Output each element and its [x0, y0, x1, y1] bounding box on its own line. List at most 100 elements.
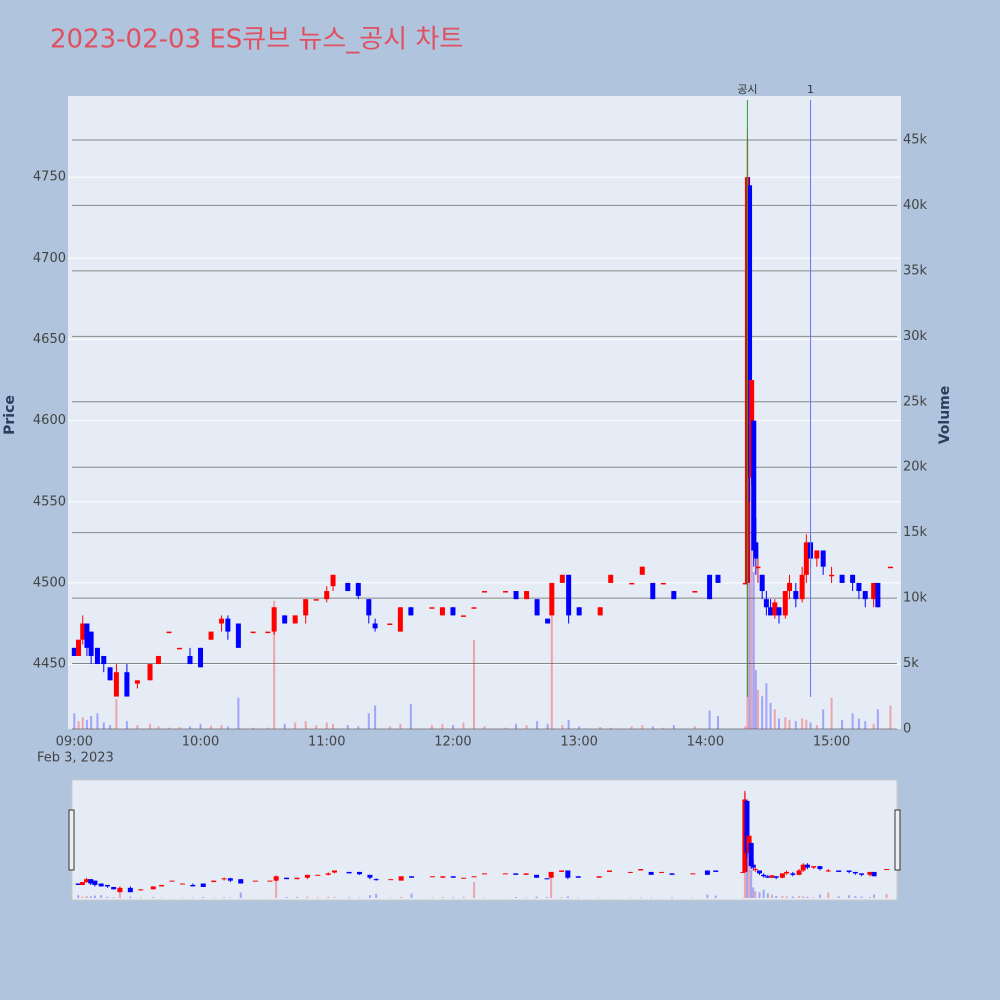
- slider-candle-body: [75, 883, 81, 885]
- candle-body: [772, 602, 778, 616]
- range-handle[interactable]: [68, 809, 75, 871]
- candle-body: [650, 582, 656, 600]
- candle-body: [166, 631, 172, 634]
- y-tick-label: 4700: [33, 251, 66, 266]
- candle-body: [176, 647, 182, 650]
- slider-volume-bar: [860, 896, 863, 898]
- volume-bar: [750, 467, 753, 729]
- candle-body: [397, 607, 403, 632]
- slider-candle-body: [748, 842, 754, 867]
- slider-candle-body: [871, 871, 877, 877]
- slider-candle-body: [534, 874, 540, 878]
- candle-body: [820, 550, 826, 567]
- slider-candle-body: [346, 871, 352, 874]
- slider-candle-body: [757, 870, 762, 874]
- slider-candle-body: [669, 873, 675, 875]
- volume-bar: [504, 727, 507, 729]
- slider-volume-bar: [748, 851, 751, 898]
- slider-candle-body: [769, 875, 775, 878]
- candle-body: [429, 607, 435, 609]
- y2-tick-label: 0: [903, 722, 911, 737]
- candle-body: [355, 582, 361, 596]
- slider-candle-body: [221, 878, 227, 880]
- x-tick-label: 09:00: [56, 735, 93, 750]
- slider-candle-body: [596, 876, 602, 878]
- candle-body: [871, 582, 877, 600]
- slider-candle-body: [398, 876, 404, 881]
- candle-body: [503, 591, 509, 593]
- slider-volume-bar: [316, 897, 319, 898]
- slider-volume-bar: [550, 873, 553, 898]
- y-tick-label: 4650: [33, 332, 66, 347]
- candle-body: [324, 591, 330, 600]
- candle-body: [534, 599, 540, 616]
- candle-body: [782, 591, 788, 616]
- slider-candle-body: [607, 870, 612, 872]
- slider-volume-bar: [85, 895, 88, 898]
- volume-bar: [374, 705, 377, 729]
- slider-volume-bar: [106, 896, 109, 898]
- slider-candle-body: [690, 873, 696, 875]
- slider-volume-bar: [285, 897, 288, 898]
- slider-volume-bar: [766, 893, 769, 898]
- range-handle[interactable]: [894, 809, 901, 871]
- candle-body: [101, 655, 107, 665]
- candle-body: [84, 623, 90, 648]
- slider-candle-body: [565, 870, 571, 878]
- slider-candle-body: [482, 873, 487, 875]
- slider-candle-body: [367, 874, 373, 878]
- volume-bar: [85, 719, 88, 729]
- candle-body: [124, 672, 130, 697]
- slider-candle-body: [409, 876, 415, 878]
- candle-body: [747, 185, 753, 478]
- candle-body: [814, 550, 820, 559]
- slider-candle-body: [846, 870, 852, 872]
- slider-candle-body: [111, 886, 117, 890]
- slider-volume-bar: [306, 896, 309, 898]
- slider-candle-body: [325, 873, 331, 875]
- volume-bar: [805, 719, 808, 729]
- slider-candle-body: [559, 870, 565, 872]
- candle-body: [829, 574, 835, 577]
- volume-bar: [578, 726, 581, 729]
- candle-body: [208, 631, 214, 640]
- y-tick-label: 4750: [33, 170, 66, 185]
- volume-bar: [561, 725, 564, 729]
- slider-candle-body: [79, 882, 85, 885]
- y2-tick-label: 10k: [903, 591, 928, 606]
- slider-volume-bar: [566, 896, 569, 898]
- candle-body: [549, 582, 555, 616]
- candle-body: [366, 599, 372, 616]
- slider-candle-body: [138, 889, 144, 891]
- x-tick-label: 10:00: [182, 735, 219, 750]
- slider-volume-bar: [806, 896, 809, 898]
- volume-bar: [672, 725, 675, 729]
- volume-bar: [794, 721, 797, 729]
- y-tick-label: 4450: [33, 657, 66, 672]
- range-slider[interactable]: [71, 779, 898, 901]
- volume-bar: [841, 719, 844, 729]
- candle-body: [155, 655, 161, 665]
- y2-tick-label: 20k: [903, 460, 928, 475]
- candle-body: [147, 664, 153, 681]
- volume-bar: [294, 722, 297, 729]
- candle-body: [271, 607, 277, 632]
- volume-bar: [752, 571, 755, 729]
- volume-bar: [109, 725, 112, 729]
- candle-body: [768, 607, 774, 616]
- volume-bar: [441, 723, 444, 729]
- slider-candle-body: [575, 876, 581, 878]
- candle-body: [303, 599, 309, 616]
- volume-bar: [252, 727, 255, 729]
- slider-candle-body: [388, 879, 394, 881]
- slider-candle-body: [471, 876, 477, 878]
- slider-candle-body: [150, 886, 156, 890]
- candle-body: [597, 607, 603, 616]
- volume-bar: [889, 705, 892, 729]
- candle-body: [94, 647, 100, 665]
- volume-bar: [483, 726, 486, 729]
- volume-bar: [769, 702, 772, 729]
- slider-candle-body: [159, 884, 165, 887]
- y-axis-title: Price: [2, 395, 18, 435]
- y-tick-label: 4500: [33, 575, 66, 590]
